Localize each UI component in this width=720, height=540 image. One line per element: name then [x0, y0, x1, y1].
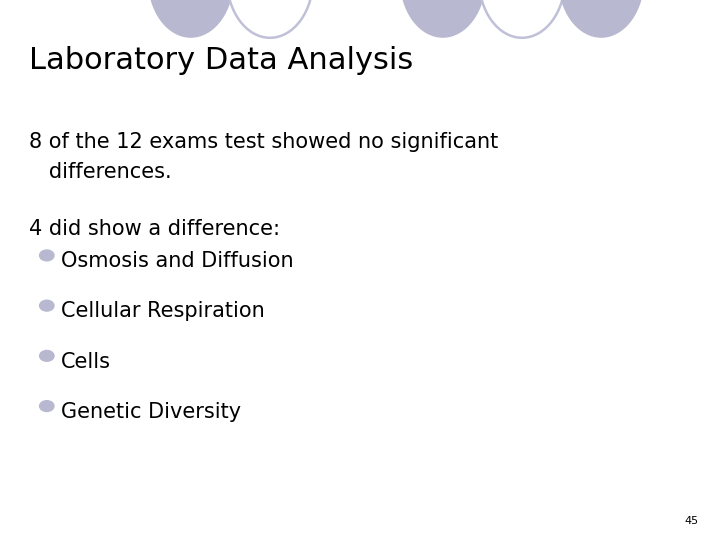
Text: Cells: Cells: [61, 352, 111, 372]
Ellipse shape: [558, 0, 644, 38]
Text: Genetic Diversity: Genetic Diversity: [61, 402, 241, 422]
Circle shape: [40, 250, 54, 261]
Circle shape: [40, 300, 54, 311]
Text: Osmosis and Diffusion: Osmosis and Diffusion: [61, 251, 294, 271]
Text: Cellular Respiration: Cellular Respiration: [61, 301, 265, 321]
Text: Laboratory Data Analysis: Laboratory Data Analysis: [29, 46, 413, 75]
Text: 8 of the 12 exams test showed no significant: 8 of the 12 exams test showed no signifi…: [29, 132, 498, 152]
Text: differences.: differences.: [29, 162, 171, 182]
Ellipse shape: [400, 0, 486, 38]
Ellipse shape: [479, 0, 565, 38]
Circle shape: [40, 350, 54, 361]
Circle shape: [40, 401, 54, 411]
Ellipse shape: [148, 0, 234, 38]
Text: 4 did show a difference:: 4 did show a difference:: [29, 219, 280, 239]
Text: 45: 45: [684, 516, 698, 526]
Ellipse shape: [227, 0, 313, 38]
